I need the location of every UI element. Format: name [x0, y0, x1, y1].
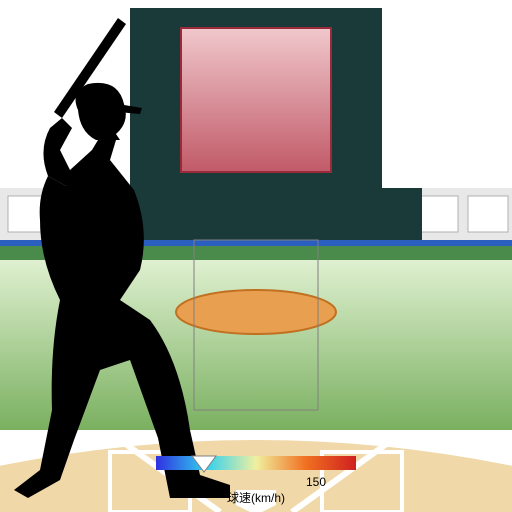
stand-panel	[418, 196, 458, 232]
scoreboard	[90, 8, 422, 240]
legend-tick-label: 150	[306, 475, 326, 489]
legend-title: 球速(km/h)	[227, 491, 285, 505]
scoreboard-screen	[181, 28, 331, 172]
legend-tick-label: 100	[186, 475, 206, 489]
pitchers-mound	[176, 290, 336, 334]
stand-panel	[468, 196, 508, 232]
legend-gradient-bar	[156, 456, 356, 470]
